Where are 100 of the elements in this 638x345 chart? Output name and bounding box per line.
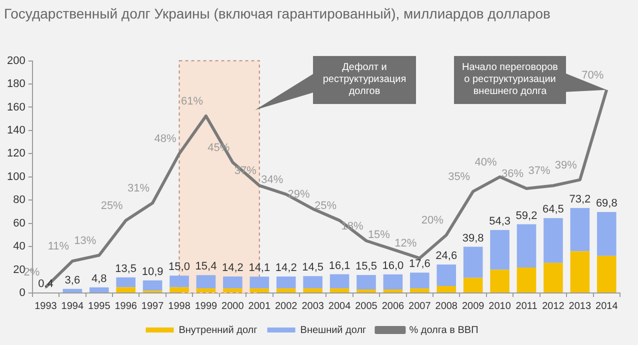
x-tick-label: 2013 (568, 300, 592, 312)
bar (596, 256, 616, 292)
total-label: 14,5 (302, 262, 324, 274)
data-label: 34% (261, 174, 284, 186)
bar (116, 287, 136, 292)
x-tick-label: 1993 (34, 300, 58, 312)
total-label: 15,4 (195, 260, 217, 273)
bar (410, 288, 430, 292)
y-tick-label: 140 (6, 124, 26, 136)
total-label: 4,8 (91, 272, 107, 285)
data-label: 13% (74, 234, 96, 247)
bar (250, 276, 270, 288)
y-tick-label: 80 (13, 194, 26, 206)
total-label: 15,5 (356, 260, 377, 273)
bar (276, 276, 296, 288)
bar (170, 276, 189, 288)
legend-label: Внутренний долг (178, 324, 258, 336)
bar (544, 218, 563, 263)
total-label: 39,8 (462, 232, 484, 244)
bar (223, 276, 242, 288)
bar (330, 274, 350, 288)
total-label: 54,3 (489, 215, 511, 228)
bar (223, 288, 242, 292)
total-label: 15,0 (168, 261, 190, 274)
bar (250, 288, 270, 292)
bar (276, 288, 296, 292)
data-label: 11% (48, 240, 70, 253)
x-tick-label: 2002 (274, 300, 298, 312)
x-tick-label: 1998 (168, 300, 191, 312)
bar (410, 272, 430, 288)
y-tick-label: 60 (13, 217, 26, 230)
bar (436, 264, 456, 286)
x-tick-label: 2009 (462, 300, 485, 312)
x-tick-label: 2010 (488, 300, 512, 312)
total-label: 10,9 (142, 266, 164, 278)
total-label: 59,2 (516, 210, 538, 222)
data-label: 25% (100, 200, 124, 212)
bar (356, 275, 376, 290)
bar (436, 286, 456, 292)
bar (196, 275, 216, 288)
bar (544, 262, 563, 292)
legend-label: Внешний долг (300, 324, 367, 336)
total-label: 14,2 (275, 262, 297, 274)
bar (463, 278, 483, 292)
data-label: 39% (554, 159, 578, 172)
y-tick-label: 20 (13, 264, 26, 276)
y-tick-label: 160 (6, 101, 26, 114)
bar (89, 287, 109, 292)
bar (196, 288, 216, 292)
x-tick-label: 2005 (355, 300, 378, 312)
x-tick-label: 2014 (596, 300, 618, 312)
data-label: 29% (288, 188, 310, 200)
bar (62, 288, 82, 292)
y-tick-label: 100 (6, 170, 26, 183)
x-tick-label: 1995 (88, 300, 111, 312)
data-label: 40% (474, 156, 498, 168)
data-label: 37% (528, 165, 550, 178)
x-tick-label: 2012 (542, 300, 565, 312)
data-label: 31% (128, 182, 150, 195)
bar (490, 270, 510, 292)
y-tick-label: 120 (6, 148, 26, 160)
x-tick-label: 2003 (302, 300, 324, 312)
bar (516, 267, 536, 292)
bar (596, 212, 616, 256)
annotation: Начало переговоров о реструктуризации внешнего долга (461, 62, 559, 98)
total-label: 14,2 (222, 262, 244, 274)
data-label: 61% (180, 95, 204, 108)
bar (303, 276, 322, 288)
total-label: 16,0 (382, 260, 404, 272)
bar (516, 224, 536, 268)
y-tick-label: 200 (6, 54, 26, 67)
x-tick-label: 2000 (222, 300, 244, 312)
bar (463, 246, 483, 278)
bar (490, 230, 510, 270)
bar (356, 290, 376, 292)
x-tick-label: 1994 (61, 300, 84, 312)
total-label: 73,2 (569, 194, 591, 206)
x-tick-label: 1997 (141, 300, 164, 312)
data-label: 15% (368, 228, 390, 241)
y-tick-label: 40 (13, 240, 26, 253)
chart-title: Государственный долг Украины (включая гарантированный), миллиардов долларов (4, 5, 550, 22)
x-tick-label: 2001 (248, 300, 271, 312)
total-label: 13,5 (115, 262, 137, 275)
bar (303, 288, 322, 292)
data-label: 25% (314, 200, 337, 212)
y-tick-label: 180 (6, 78, 26, 90)
total-label: 14,1 (248, 262, 270, 274)
total-label: 24,6 (436, 250, 458, 262)
x-tick-label: 2006 (382, 300, 405, 312)
data-label: 36% (501, 168, 524, 180)
data-label: 12% (394, 238, 417, 250)
x-tick-label: 1999 (194, 300, 218, 312)
bar (330, 288, 350, 292)
bar (142, 280, 162, 291)
bar (116, 277, 136, 288)
total-label: 17,6 (408, 258, 430, 270)
y-tick-label: 0 (19, 287, 26, 300)
data-label: 70% (582, 69, 604, 82)
total-label: 16,1 (328, 260, 350, 272)
bar (570, 251, 590, 292)
